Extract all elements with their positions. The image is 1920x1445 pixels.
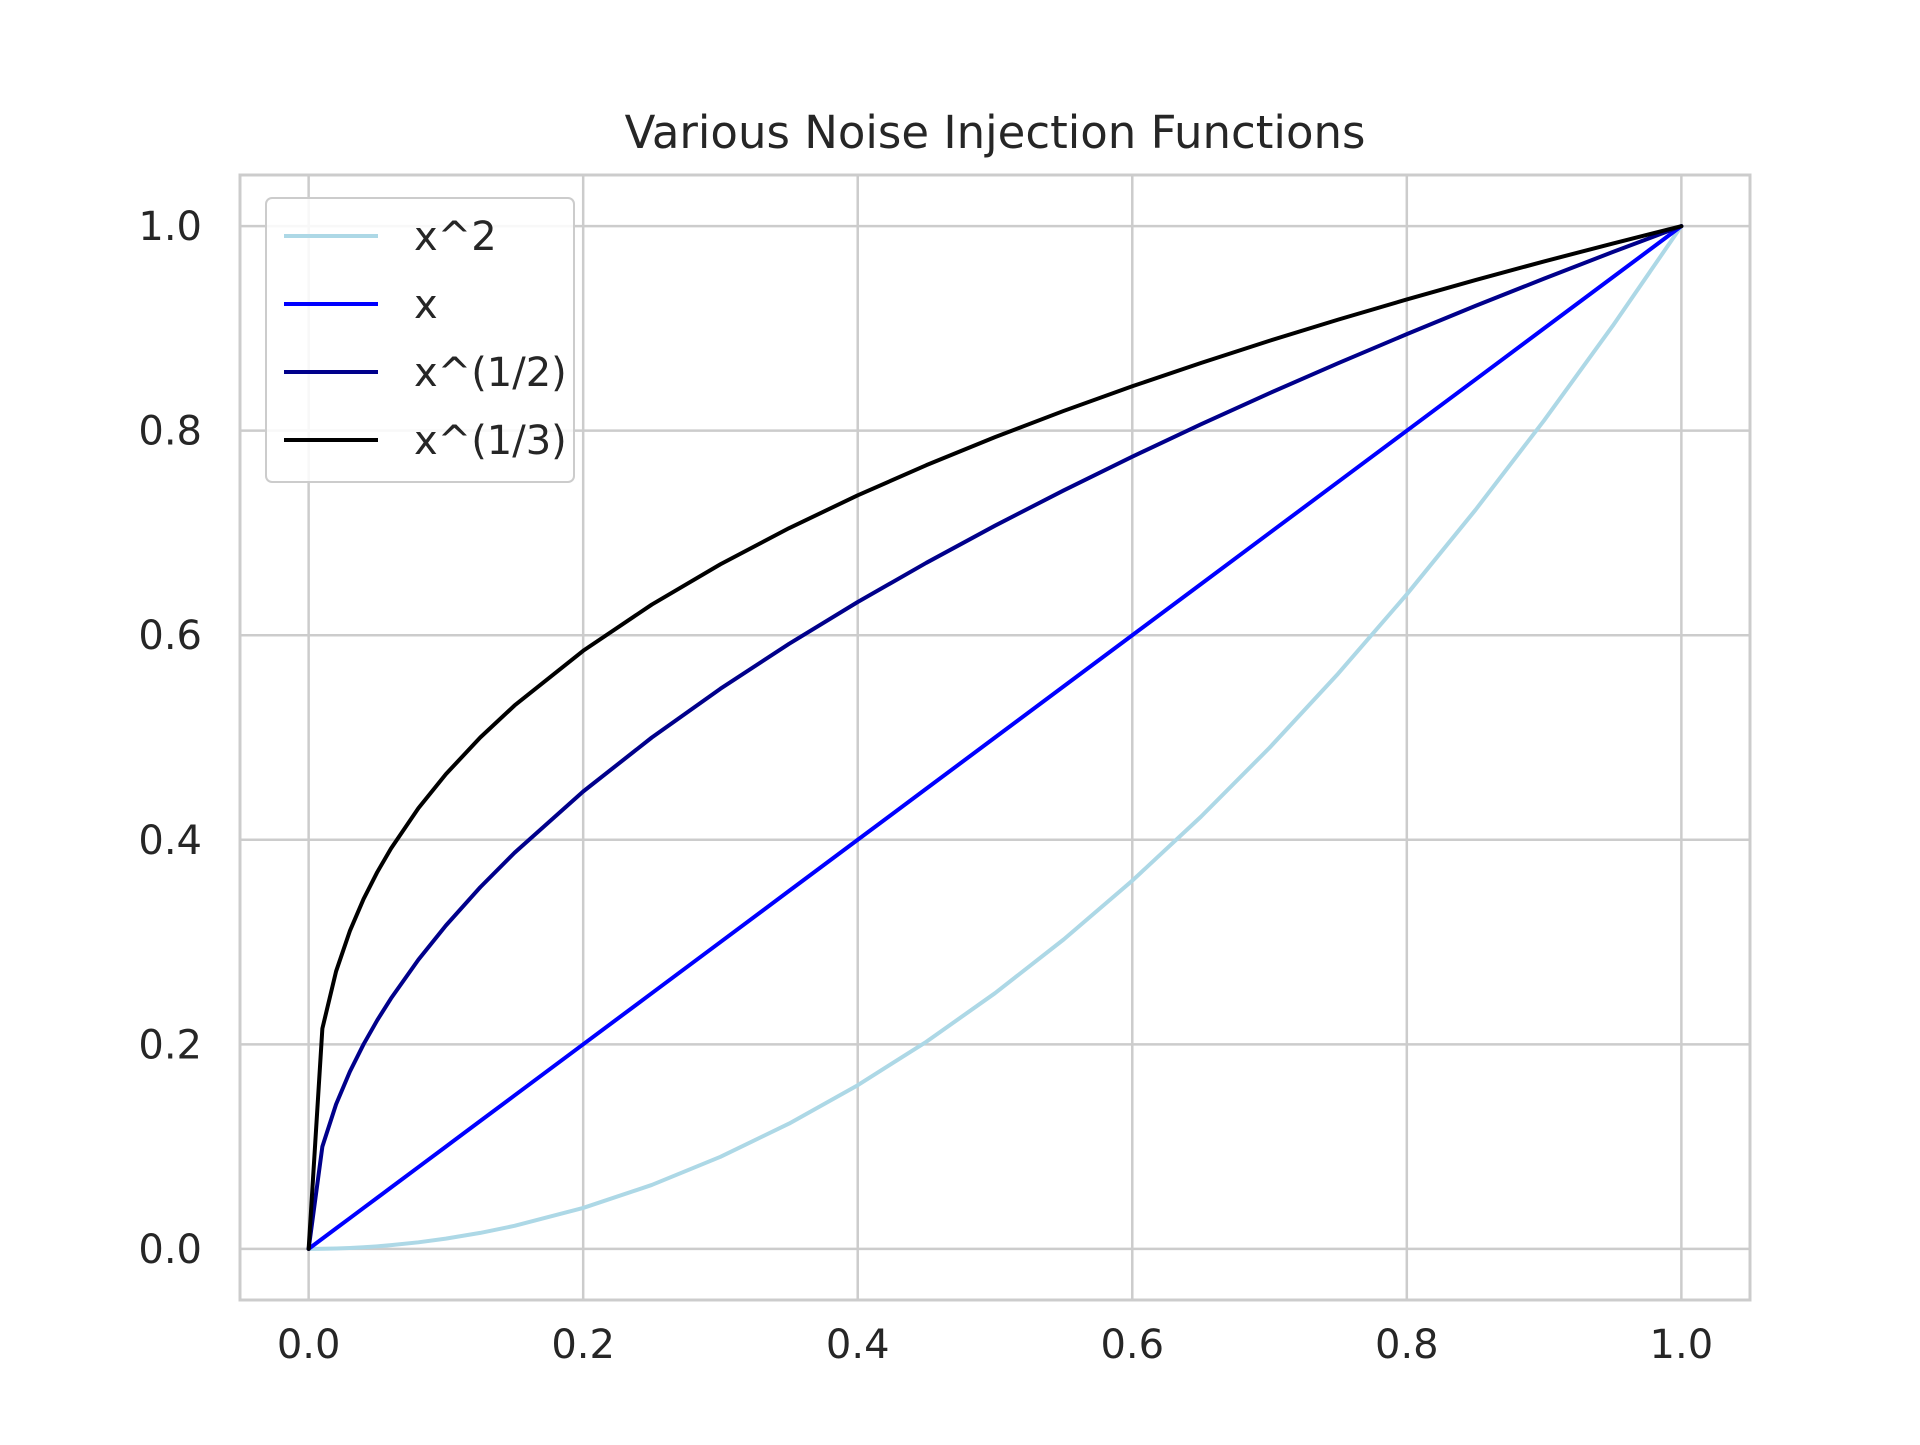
legend-box bbox=[265, 197, 575, 483]
legend-label: x bbox=[414, 282, 438, 328]
y-tick-label: 0.2 bbox=[138, 1022, 202, 1068]
grid bbox=[240, 175, 1750, 1300]
y-tick-label: 0.6 bbox=[138, 613, 202, 659]
series-line-1 bbox=[306, 224, 1684, 1251]
series-layer bbox=[306, 224, 1684, 1251]
legend: x^2 x x^(1/2) x^(1/3) bbox=[265, 197, 575, 483]
series-line-0 bbox=[306, 224, 1684, 1251]
chart-title: Various Noise Injection Functions bbox=[625, 106, 1366, 159]
x-tick-label: 0.4 bbox=[826, 1322, 890, 1368]
x-tick-label: 0.6 bbox=[1100, 1322, 1164, 1368]
x-tick-label: 0.8 bbox=[1375, 1322, 1439, 1368]
series-line-2 bbox=[306, 224, 1684, 1251]
plot-frame bbox=[238, 173, 1752, 1302]
y-tick-label: 1.0 bbox=[138, 204, 202, 250]
legend-label: x^(1/2) bbox=[414, 350, 567, 396]
legend-label: x^2 bbox=[414, 214, 497, 260]
tick-labels: 0.0 0.2 0.4 0.6 0.8 1.0 0.0 0.2 0.4 0.6 0.8 1.0 bbox=[138, 204, 1713, 1368]
y-tick-label: 0.0 bbox=[138, 1227, 202, 1273]
y-tick-label: 0.4 bbox=[138, 818, 202, 864]
x-tick-label: 1.0 bbox=[1650, 1322, 1714, 1368]
series-line-3 bbox=[306, 224, 1684, 1251]
legend-label: x^(1/3) bbox=[414, 418, 567, 464]
y-tick-label: 0.8 bbox=[138, 409, 202, 455]
legend-items: x^2 x x^(1/2) x^(1/3) bbox=[284, 214, 567, 464]
x-tick-label: 0.2 bbox=[551, 1322, 615, 1368]
x-tick-label: 0.0 bbox=[277, 1322, 341, 1368]
